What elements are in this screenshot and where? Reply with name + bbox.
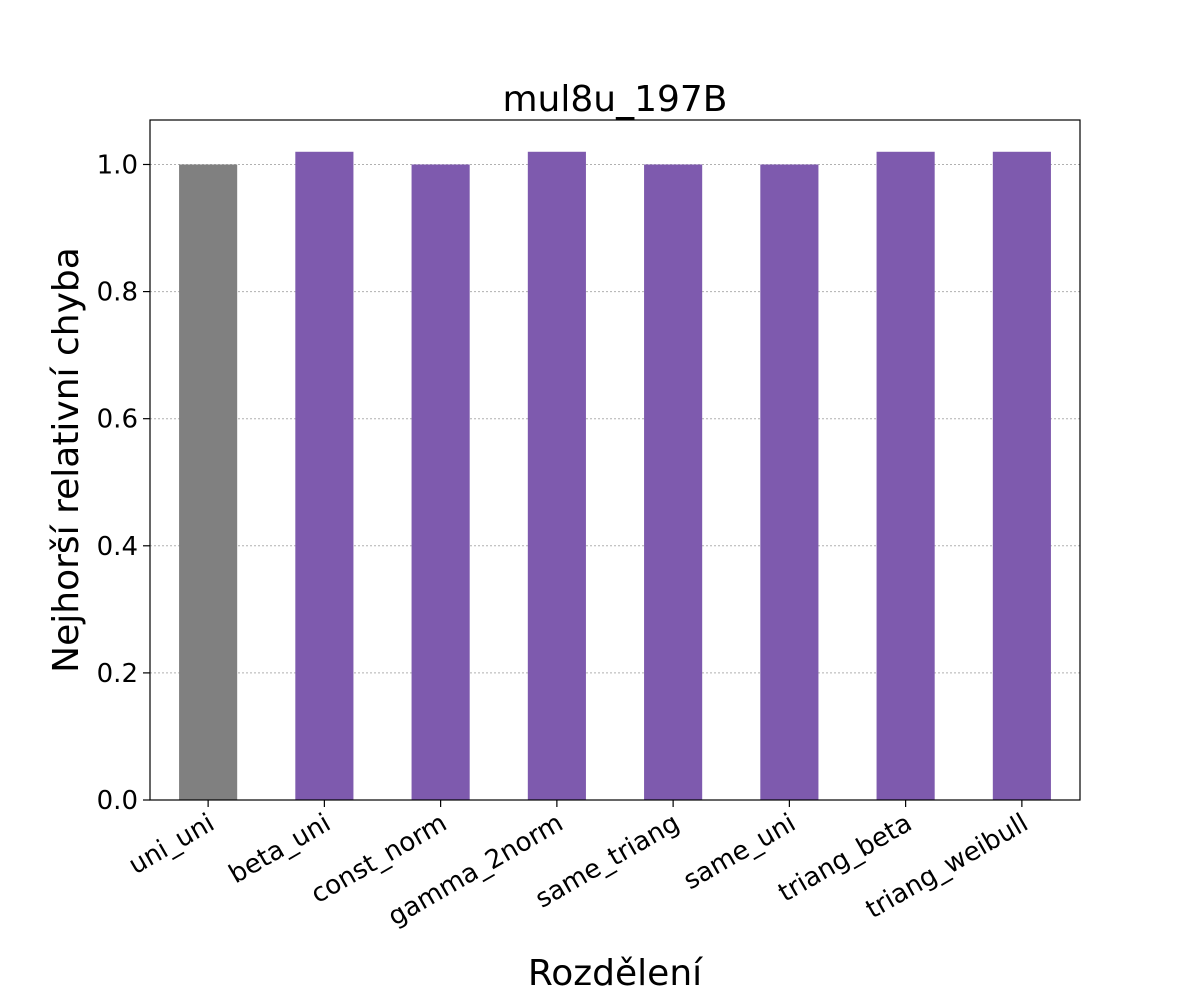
bar-same_triang bbox=[644, 164, 703, 801]
y-tick-label: 0.2 bbox=[97, 659, 138, 689]
y-axis-label: Nejhorší relativní chyba bbox=[46, 247, 87, 673]
y-gridlines bbox=[150, 163, 1080, 801]
x-tick-label: uni_uni bbox=[124, 808, 220, 881]
y-tick-label: 1.0 bbox=[97, 150, 138, 180]
y-tick-label: 0.6 bbox=[97, 405, 138, 435]
y-tick-label: 0.0 bbox=[97, 786, 138, 816]
y-tick-label: 0.8 bbox=[97, 278, 138, 308]
x-axis-label: Rozdělení bbox=[528, 953, 703, 994]
bar-triang_beta bbox=[876, 151, 935, 800]
bar-const_norm bbox=[411, 164, 470, 801]
bar-gamma_2norm bbox=[527, 151, 586, 800]
y-tick-label: 0.4 bbox=[97, 532, 138, 562]
chart-title: mul8u_197B bbox=[502, 79, 727, 120]
bar-uni_uni bbox=[179, 164, 238, 801]
bar-beta_uni bbox=[295, 151, 354, 800]
bars bbox=[179, 151, 1051, 801]
plot-frame bbox=[149, 119, 1081, 801]
x-axis-ticks: uni_uni beta_uniconst_normgamma_2normsame… bbox=[124, 800, 1033, 932]
bar-same_uni bbox=[760, 164, 819, 801]
bar-triang_weibull bbox=[992, 151, 1051, 800]
y-axis-ticks: 0.0 0.2 0.4 0.6 0.8 1.0 bbox=[97, 150, 150, 816]
